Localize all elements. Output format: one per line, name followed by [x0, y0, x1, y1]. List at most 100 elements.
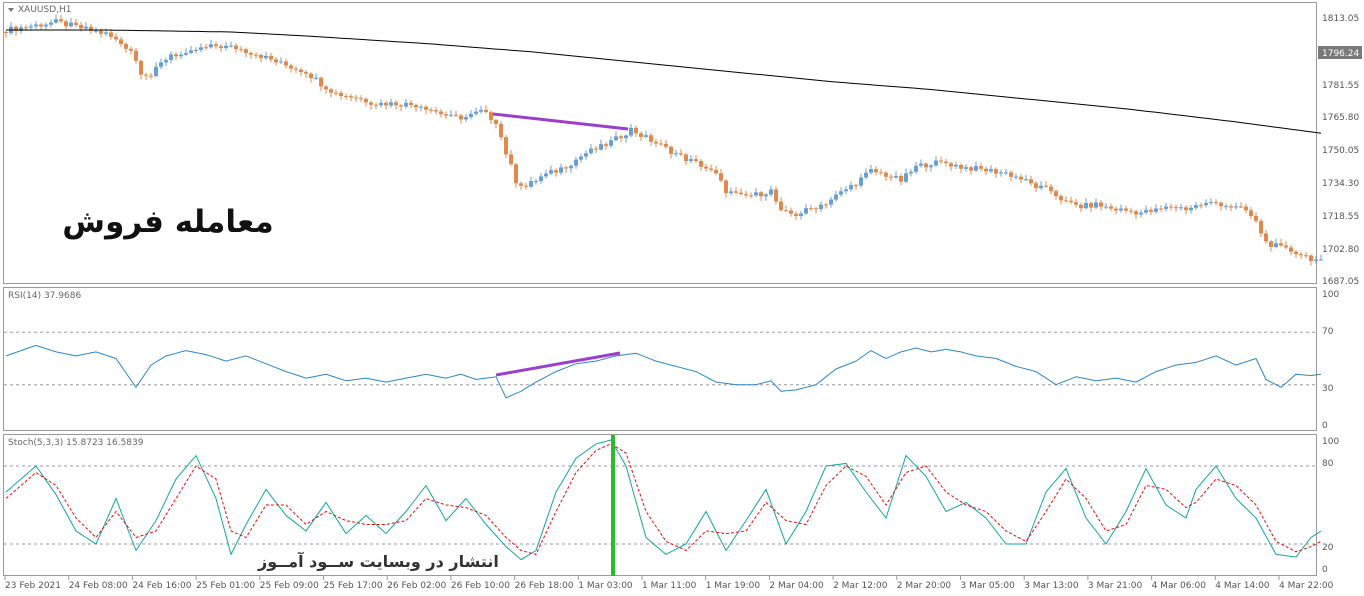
time-tick-label: 4 Mar 06:00 [1152, 581, 1207, 591]
candle-body [564, 167, 568, 169]
candle-body [534, 181, 538, 183]
candle-body [1279, 243, 1283, 246]
candle-body [544, 173, 548, 177]
candle-body [1214, 202, 1218, 204]
candle-body [829, 199, 833, 205]
candle-body [854, 185, 858, 187]
candle-body [149, 75, 153, 77]
candle-body [479, 109, 483, 112]
candle-body [559, 167, 563, 173]
symbol-dropdown-icon[interactable] [8, 8, 14, 12]
candle-body [1149, 209, 1153, 212]
time-tick-label: 26 Feb 02:00 [387, 581, 446, 591]
candle-body [274, 59, 278, 63]
rsi-line [5, 344, 1322, 399]
time-tick-label: 1 Mar 11:00 [642, 581, 697, 591]
price-tick: 1813.05 [1322, 14, 1359, 24]
time-axis: 23 Feb 2021 24 Feb 08:00 24 Feb 16:00 25 Fe… [4, 576, 1334, 591]
candle-body [1314, 259, 1318, 261]
stoch-tick: 20 [1322, 543, 1334, 553]
candle-body [1134, 211, 1138, 215]
candle-body [1204, 202, 1208, 206]
candle-body [1254, 216, 1258, 221]
candle-body [1199, 205, 1203, 207]
stoch-panel[interactable] [3, 434, 1317, 576]
stoch-tick: 80 [1322, 459, 1334, 469]
stoch-tick: 0 [1322, 565, 1328, 575]
candle-body [74, 22, 78, 25]
candle-body [749, 195, 753, 197]
candle-body [699, 161, 703, 167]
candle-body [499, 123, 503, 138]
candle-body [514, 164, 518, 184]
candle-body [299, 69, 303, 73]
time-tick-label: 3 Mar 05:00 [961, 581, 1016, 591]
candle-body [434, 110, 438, 112]
price-tick: 1734.30 [1322, 179, 1359, 189]
candle-body [174, 54, 178, 57]
candle-body [1169, 206, 1173, 208]
candle-body [649, 135, 653, 142]
time-tick-label: 4 Mar 22:00 [1279, 581, 1334, 591]
candle-body [469, 113, 473, 118]
rsi-tick: 0 [1322, 421, 1328, 431]
candle-body [29, 26, 33, 28]
candle-body [569, 165, 573, 169]
candle-body [1109, 206, 1113, 209]
candle-body [324, 86, 328, 90]
candle-body [719, 173, 723, 181]
candle-body [314, 77, 318, 79]
stoch-main-line [5, 439, 1322, 561]
candle-body [184, 52, 188, 55]
time-tick-label: 2 Mar 20:00 [897, 581, 952, 591]
candle-body [1284, 245, 1288, 248]
candle-body [334, 92, 338, 94]
candle-body [884, 172, 888, 177]
candle-body [709, 168, 713, 170]
candle-body [859, 177, 863, 186]
candle-body [69, 22, 73, 27]
rsi-panel[interactable] [3, 287, 1317, 431]
price-panel[interactable] [3, 2, 1317, 284]
candle-body [889, 176, 893, 178]
candle-body [1239, 206, 1243, 208]
price-tick: 1750.05 [1322, 146, 1359, 156]
candle-body [384, 102, 388, 106]
candle-body [939, 160, 943, 162]
candle-body [664, 143, 668, 147]
candle-body [689, 159, 693, 162]
rsi-axis: 100 70 30 0 [1322, 290, 1339, 431]
candle-body [774, 189, 778, 202]
candle-body [1009, 172, 1013, 177]
time-tick-label: 25 Feb 01:00 [196, 581, 255, 591]
candle-body [1229, 206, 1233, 208]
candle-body [614, 136, 618, 141]
current-price-value: 1796.24 [1322, 49, 1359, 59]
candle-body [244, 49, 248, 53]
candle-body [379, 102, 383, 106]
candle-body [899, 175, 903, 182]
candle-body [359, 98, 363, 100]
candle-body [224, 45, 228, 49]
candle-body [284, 61, 288, 66]
candle-body [979, 166, 983, 169]
candle-body [599, 144, 603, 150]
symbol-label: XAUUSD,H1 [18, 5, 72, 15]
candle-body [504, 137, 508, 155]
time-tick-label: 1 Mar 03:00 [578, 581, 633, 591]
candle-body [159, 62, 163, 67]
candle-body [984, 168, 988, 172]
candle-body [1249, 210, 1253, 217]
candle-body [129, 48, 133, 51]
candle-body [894, 175, 898, 178]
watermark-text: انتشار در وبسایت ســود آمــوز [257, 551, 499, 571]
candle-body [944, 161, 948, 164]
candle-body [219, 46, 223, 49]
stoch-axis: 100 80 20 0 [1322, 437, 1339, 575]
rsi-divergence-line [495, 351, 621, 377]
candle-body [179, 54, 183, 57]
candle-body [264, 55, 268, 59]
candle-body [794, 213, 798, 217]
candle-body [99, 30, 103, 34]
